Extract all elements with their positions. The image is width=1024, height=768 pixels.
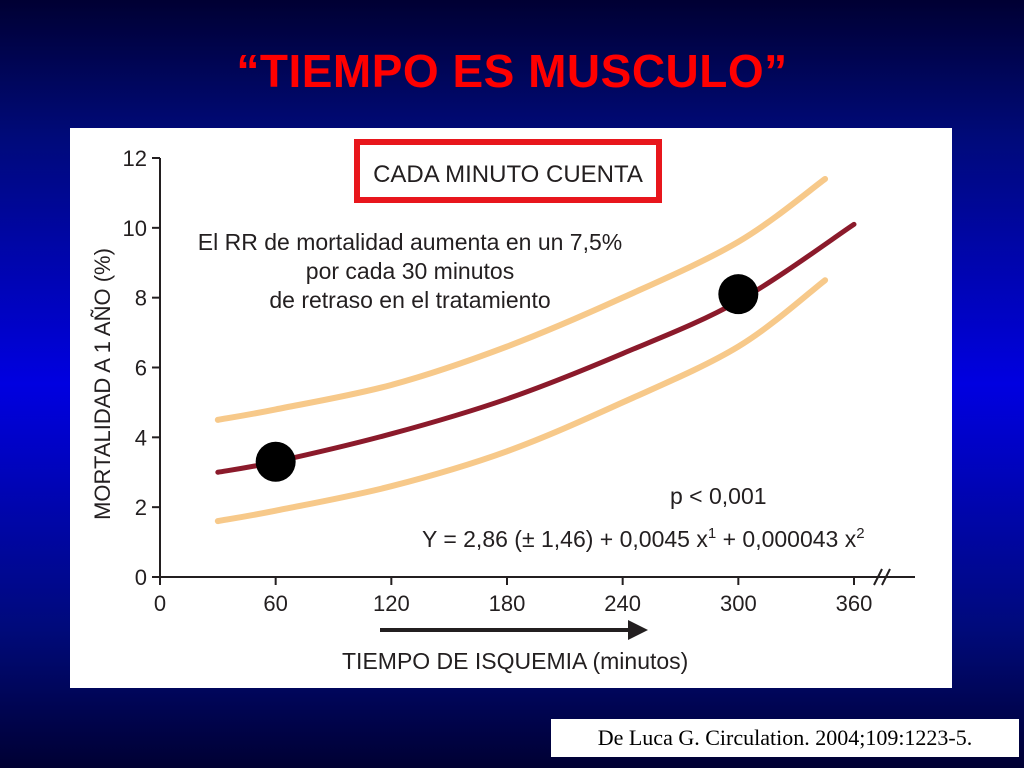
y-axis-label: MORTALIDAD A 1 AÑO (%) [90,248,115,520]
x-tick-label: 60 [263,591,287,616]
axis-break-slash [873,568,883,586]
y-tick-label: 12 [123,146,147,171]
upper-bound-curve [214,175,829,423]
data-marker [718,274,759,315]
x-tick-label: 180 [489,591,526,616]
callout-label: CADA MINUTO CUENTA [373,161,643,188]
x-tick-label: 240 [604,591,641,616]
equation-middle: + 0,000043 x [716,526,857,552]
annotation-line-1: El RR de mortalidad aumenta en un 7,5% [198,229,622,255]
equation-exponent-1: 1 [708,525,716,542]
x-axis-label: TIEMPO DE ISQUEMIA (minutos) [342,648,688,674]
y-tick-label: 0 [135,565,147,590]
equation-exponent-2: 2 [856,525,864,542]
y-tick-label: 2 [135,495,147,520]
lower-bound-curve [214,277,829,525]
x-axis-ticks: 0 60 120 180 240 300 360 [154,577,872,616]
slide-title: “TIEMPO ES MUSCULO” [236,45,788,97]
equation-base: Y = 2,86 (± 1,46) + 0,0045 x [422,526,708,552]
x-tick-label: 360 [836,591,873,616]
x-tick-label: 0 [154,591,166,616]
axis-break-slash [881,568,891,586]
y-tick-label: 8 [135,286,147,311]
x-axis-break-marker [873,568,891,586]
y-tick-label: 4 [135,425,147,450]
callout-box [354,139,662,203]
annotation-line-2: por cada 30 minutos [306,258,514,284]
data-marker [255,441,296,482]
citation-box: De Luca G. Circulation. 2004;109:1223-5. [551,719,1019,757]
y-tick-label: 6 [135,356,147,381]
p-value-label: p < 0,001 [670,483,767,509]
x-tick-label: 120 [373,591,410,616]
annotation-line-3: de retraso en el tratamiento [269,287,550,313]
y-axis-ticks: 0 2 4 6 8 10 12 [123,146,160,590]
y-tick-label: 10 [123,216,147,241]
figure-panel: 0 2 4 6 8 10 12 0 60 120 180 240 300 360 CADA MINUTO… [70,128,952,688]
regression-equation: Y = 2,86 (± 1,46) + 0,0045 x1 + 0,000043… [422,525,865,552]
time-arrow-head [628,620,648,640]
x-tick-label: 300 [720,591,757,616]
chart-markers [255,274,759,482]
